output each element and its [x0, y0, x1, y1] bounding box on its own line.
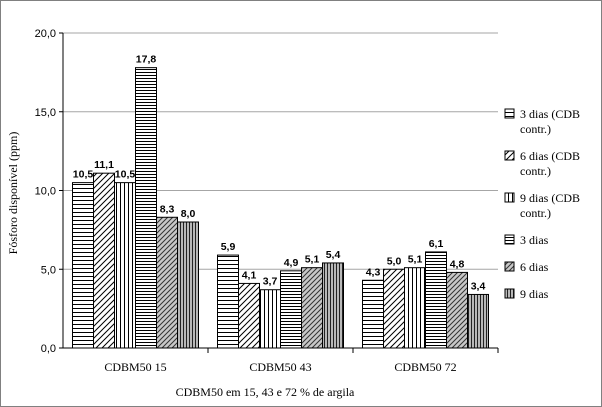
data-label: 5,0	[387, 255, 402, 267]
legend-swatch	[504, 192, 515, 203]
legend-item: 3 dias	[504, 233, 549, 247]
data-label: 10,5	[73, 169, 94, 181]
bar	[467, 293, 489, 349]
bar	[301, 267, 323, 349]
bar	[446, 271, 468, 349]
y-tick-labels: 0,0 5,0 10,0 15,0 20,0	[35, 28, 56, 355]
y-tick-label: 0,0	[41, 343, 56, 355]
bar	[383, 268, 405, 349]
legend-item: 6 dias	[504, 260, 549, 274]
data-label: 11,1	[94, 159, 114, 171]
legend-swatch	[504, 150, 515, 161]
x-tick-label: CDBM50 15	[104, 360, 166, 374]
bars	[72, 67, 489, 349]
bar	[114, 182, 136, 349]
legend-label: 3 dias (CDB	[520, 107, 580, 121]
data-label: 4,1	[242, 269, 257, 281]
bar	[259, 289, 281, 349]
data-label: 4,8	[450, 258, 465, 270]
y-tick-label: 10,0	[35, 186, 56, 198]
data-label: 5,1	[408, 254, 423, 266]
legend-label: 3 dias	[520, 233, 549, 247]
data-label: 5,1	[305, 254, 320, 266]
x-tick-labels: CDBM50 15 CDBM50 43 CDBM50 72	[104, 348, 499, 374]
legend-label: 9 dias	[520, 287, 549, 301]
legend-item: 9 dias	[504, 287, 549, 301]
data-label: 5,9	[221, 241, 236, 253]
bar	[322, 262, 344, 349]
data-label: 4,3	[366, 266, 381, 278]
y-axis-title: Fósforo disponível (ppm)	[6, 132, 20, 255]
legend-swatch	[504, 261, 515, 272]
legend-label: contr.)	[520, 206, 551, 220]
data-label: 4,9	[284, 257, 299, 269]
legend-swatch	[504, 288, 515, 299]
y-tick-label: 20,0	[35, 28, 56, 40]
legend-swatch	[504, 108, 515, 119]
bar	[362, 279, 384, 349]
bar	[135, 67, 157, 349]
data-label: 17,8	[136, 54, 157, 66]
x-axis-title: CDBM50 em 15, 43 e 72 % de argila	[176, 385, 355, 399]
bar	[238, 282, 260, 349]
x-tick-label: CDBM50 43	[249, 360, 311, 374]
data-label: 3,4	[471, 280, 486, 292]
bar	[217, 254, 239, 349]
y-tick-label: 5,0	[41, 264, 56, 276]
legend-label: contr.)	[520, 164, 551, 178]
data-label: 8,3	[160, 203, 175, 215]
data-label: 10,5	[115, 169, 136, 181]
bar	[72, 182, 94, 349]
data-label: 8,0	[181, 208, 196, 220]
bar	[93, 172, 115, 349]
data-labels: 10,511,110,5 17,8 8,3 8,0 5,9 4,1 3,7 4,9 5,1 5,4…	[73, 54, 486, 293]
data-label: 6,1	[429, 238, 444, 250]
x-tick-label: CDBM50 72	[394, 360, 456, 374]
y-tick-label: 15,0	[35, 107, 56, 119]
data-label: 3,7	[263, 276, 278, 288]
legend-label: 6 dias (CDB	[520, 149, 580, 163]
bar	[404, 267, 426, 349]
legend-label: 9 dias (CDB	[520, 191, 580, 205]
bar	[280, 270, 302, 349]
legend-label: 6 dias	[520, 260, 549, 274]
data-label: 5,4	[326, 249, 341, 261]
bar	[177, 221, 199, 349]
legend-label: contr.)	[520, 122, 551, 136]
bar	[425, 251, 447, 349]
legend-swatch	[504, 234, 515, 245]
bar	[156, 216, 178, 349]
